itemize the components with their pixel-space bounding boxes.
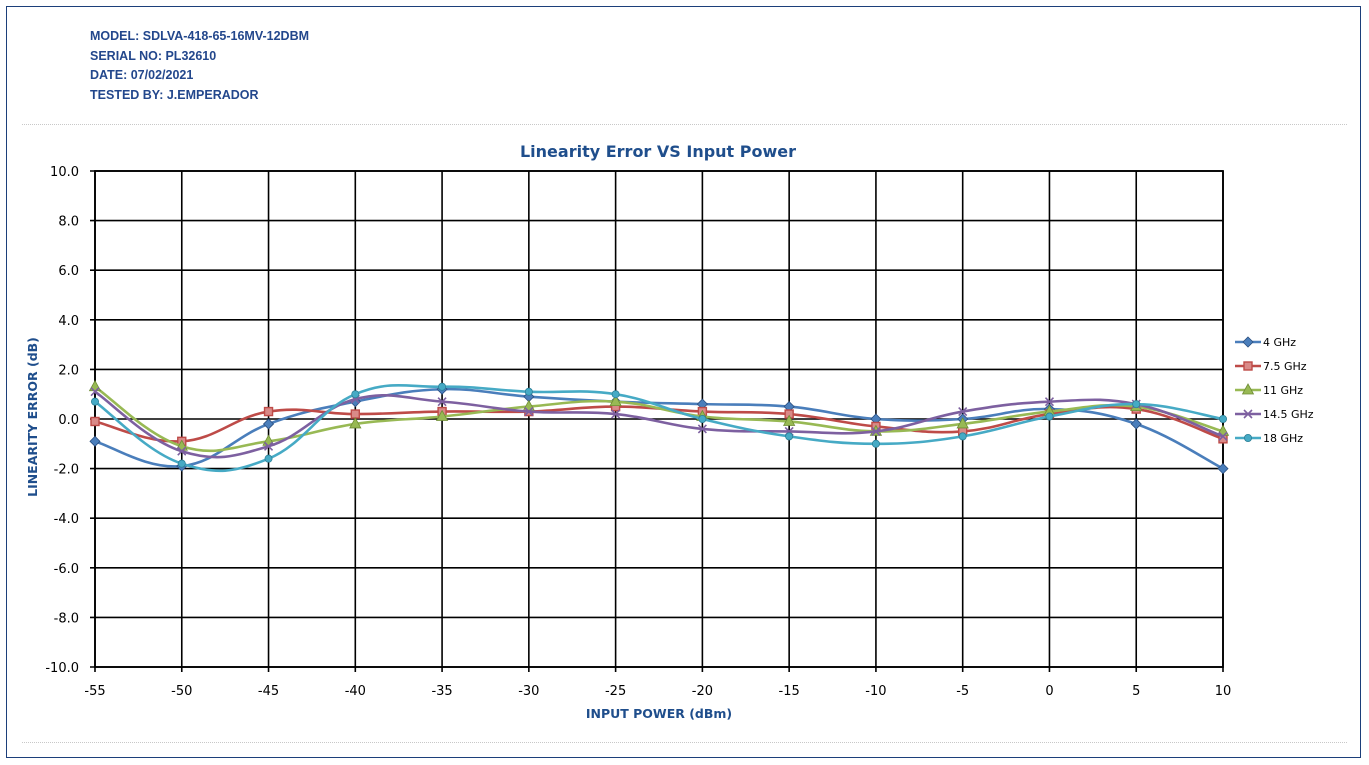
series-4-ghz [89, 383, 1229, 475]
data-point [351, 390, 360, 399]
y-tick-label: 8.0 [58, 215, 79, 230]
legend-entry: 14.5 GHz [1235, 408, 1314, 421]
data-point [88, 379, 102, 392]
data-point [698, 414, 707, 423]
data-point [1132, 400, 1141, 409]
x-tick-label: 0 [1045, 684, 1053, 699]
tested-by-line: TESTED BY: J.EMPERADOR [90, 87, 259, 102]
data-point [90, 387, 100, 397]
data-point [1219, 414, 1228, 423]
legend-marker [1244, 433, 1253, 442]
data-point [871, 426, 881, 436]
data-point [609, 394, 622, 407]
data-point [349, 417, 362, 429]
x-tick-label: -35 [431, 684, 452, 699]
series-18-ghz [91, 382, 1228, 473]
chart-legend: 4 GHz 7.5 GHz 11 GHz 14.5 GHz 18 GHz [1235, 336, 1314, 445]
x-tick-label: -5 [956, 684, 969, 699]
data-point [1217, 463, 1229, 475]
data-point [89, 435, 101, 447]
y-tick-label: -10.0 [45, 661, 79, 676]
y-tick-label: -2.0 [54, 463, 79, 478]
data-point [350, 409, 361, 419]
x-tick-label: -10 [865, 684, 886, 699]
chart-area-top-border [22, 124, 1347, 125]
data-point [177, 459, 186, 468]
data-point [435, 409, 449, 421]
data-point [437, 397, 447, 407]
data-point [1218, 431, 1228, 441]
data-point [90, 416, 100, 427]
serial-line: SERIAL NO: PL32610 [90, 48, 217, 63]
legend-label: 4 GHz [1263, 336, 1296, 349]
data-point [177, 446, 187, 456]
y-tick-label: -4.0 [54, 512, 79, 527]
data-point [782, 414, 796, 426]
y-tick-label: -6.0 [54, 562, 79, 577]
y-tick-label: 10.0 [50, 165, 79, 180]
x-tick-label: -15 [779, 684, 800, 699]
legend-marker [1243, 361, 1253, 371]
series-line [94, 390, 1224, 459]
legend-label: 11 GHz [1263, 384, 1303, 397]
date-line: DATE: 07/02/2021 [90, 68, 194, 82]
x-tick-label: -50 [171, 684, 192, 699]
data-point [264, 454, 273, 463]
data-point [785, 432, 794, 441]
y-axis-label: LINEARITY ERROR (dB) [25, 337, 40, 497]
legend-entry: 4 GHz [1235, 336, 1296, 349]
data-point [1130, 418, 1142, 430]
chart-series [88, 379, 1230, 475]
y-tick-label: 2.0 [58, 363, 79, 378]
legend-marker [1243, 409, 1253, 419]
x-tick-label: -25 [605, 684, 626, 699]
chart-area-bottom-border [22, 742, 1347, 743]
x-tick-label: -30 [518, 684, 539, 699]
test-info-header: MODEL: SDLVA-418-65-16MV-12DBM SERIAL NO… [90, 27, 309, 105]
model-line: MODEL: SDLVA-418-65-16MV-12DBM [90, 29, 310, 43]
data-point [958, 406, 968, 417]
x-tick-label: 5 [1132, 684, 1140, 699]
data-point [262, 418, 275, 430]
data-point [1045, 412, 1054, 421]
data-point [611, 409, 621, 419]
x-tick-label: -20 [692, 684, 713, 699]
x-tick-label: -55 [84, 684, 105, 699]
legend-marker [1242, 336, 1254, 348]
legend-entry: 7.5 GHz [1235, 360, 1307, 373]
data-point [263, 406, 274, 417]
x-tick-label: -40 [345, 684, 366, 699]
chart-title: Linearity Error VS Input Power [520, 142, 796, 161]
y-axis-ticks: 10.0 8.0 6.0 4.0 2.0 0.0 -2.0 -4.0 -6.0 -8.0 -10.0 [45, 165, 79, 676]
data-point [438, 382, 447, 391]
data-point [871, 439, 880, 448]
legend-entry: 11 GHz [1235, 383, 1303, 397]
series-14-5-ghz [90, 387, 1228, 459]
data-point [524, 406, 534, 417]
legend-label: 7.5 GHz [1263, 360, 1307, 373]
data-point [697, 424, 707, 434]
x-tick-label: 10 [1215, 684, 1232, 699]
report-frame [6, 6, 1361, 758]
legend-marker [1241, 383, 1255, 395]
x-axis-label: INPUT POWER (dBm) [586, 706, 732, 721]
y-tick-label: 6.0 [58, 264, 79, 279]
data-point [524, 387, 533, 396]
data-point [263, 441, 274, 451]
y-tick-label: 4.0 [58, 314, 79, 329]
y-tick-label: -8.0 [54, 611, 79, 626]
x-axis-ticks: -55 -50 -45 -40 -35 -30 -25 -20 -15 -10 -5 0 5 10 [84, 684, 1231, 699]
data-point [611, 390, 620, 399]
legend-label: 18 GHz [1263, 432, 1303, 445]
data-point [958, 432, 967, 441]
data-point [1044, 397, 1055, 407]
data-point [91, 397, 100, 406]
legend-label: 14.5 GHz [1263, 408, 1314, 421]
legend-entry: 18 GHz [1235, 432, 1303, 445]
x-tick-label: -45 [258, 684, 279, 699]
y-tick-label: 0.0 [58, 413, 79, 428]
data-point [956, 417, 969, 429]
